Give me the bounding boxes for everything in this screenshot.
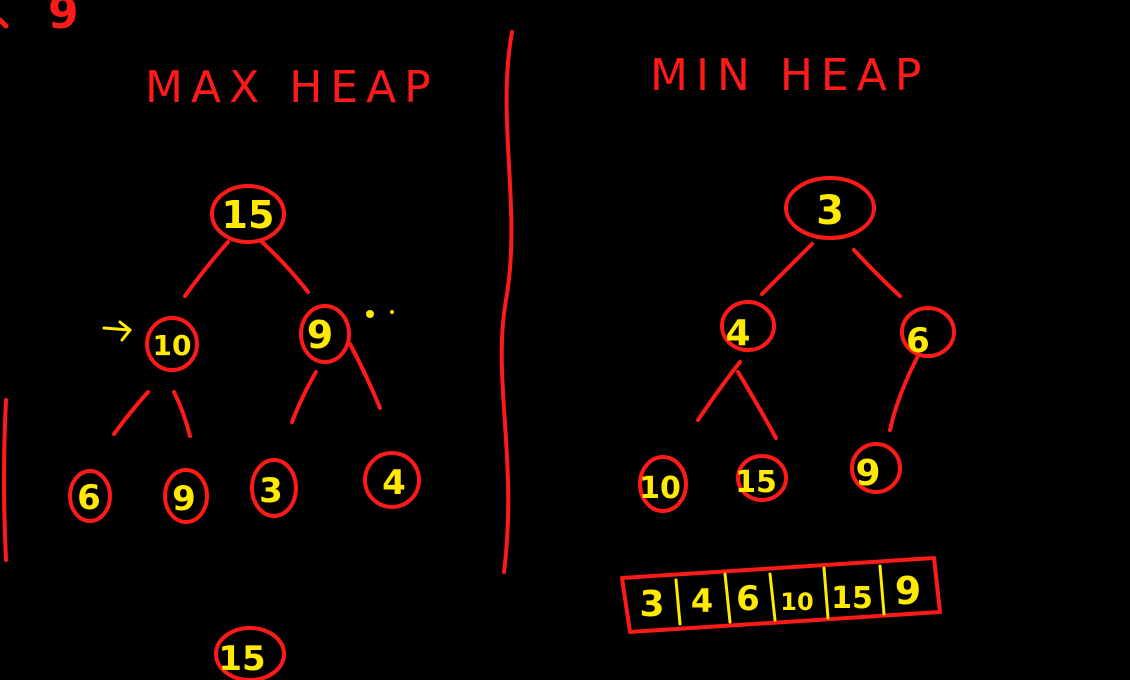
min-heap-node: 15 <box>735 454 788 502</box>
min-heap-edge <box>888 354 920 432</box>
min-heap-edges <box>696 242 920 440</box>
max-heap-edge <box>172 390 192 438</box>
max-heap-node: 15 <box>210 184 286 244</box>
left-edge-mark <box>2 398 8 562</box>
min-heap-node: 6 <box>900 306 956 361</box>
max-heap-node: 4 <box>363 451 421 509</box>
min-heap-edge <box>736 370 778 440</box>
max-heap-node-label: 4 <box>382 463 406 503</box>
max-heap-extra-node: 15 <box>214 626 286 680</box>
max-heap-title: MAX HEAP <box>145 62 439 113</box>
pointer-arrow-icon <box>102 320 132 342</box>
max-heap-edge <box>260 240 310 294</box>
max-heap-edge <box>183 240 230 298</box>
max-heap-node: 9 <box>299 304 351 364</box>
max-heap-extra-node-label: 15 <box>218 639 265 679</box>
ellipsis-dots <box>366 310 394 318</box>
divider-line <box>499 30 514 574</box>
max-heap-node: 3 <box>250 458 298 518</box>
max-heap-edge <box>348 342 382 410</box>
min-heap-edge <box>760 242 814 296</box>
max-heap-node-label: 6 <box>77 478 101 518</box>
max-heap-edge <box>112 390 150 436</box>
corner-fragment-text: 9 <box>48 0 79 39</box>
max-heap-node-label: 9 <box>172 479 196 519</box>
max-heap-node: 9 <box>163 468 209 524</box>
array-cell: 9 <box>895 569 921 613</box>
min-heap-node: 4 <box>720 300 776 354</box>
max-heap-node: 6 <box>68 469 112 523</box>
max-heap-node-label: 3 <box>259 471 283 511</box>
min-heap-array: 3 4 6 10 15 9 <box>620 556 942 634</box>
array-cell: 3 <box>639 584 664 625</box>
max-heap-node-label: 10 <box>153 329 192 362</box>
max-heap-edges <box>112 240 382 438</box>
min-heap-node-label: 3 <box>816 188 844 234</box>
max-heap-node-label: 15 <box>222 193 275 237</box>
min-heap-node: 10 <box>638 455 688 513</box>
max-heap-node-label: 9 <box>307 313 333 357</box>
array-cell: 6 <box>736 579 760 619</box>
min-heap-node: 3 <box>784 176 876 240</box>
min-heap-edge <box>852 248 902 298</box>
min-heap-node-label: 4 <box>725 313 750 354</box>
min-heap-edge <box>696 360 742 422</box>
array-cell: 10 <box>780 588 813 616</box>
max-heap-edge <box>290 370 318 424</box>
max-heap-node: 10 <box>145 316 199 372</box>
min-heap-node: 9 <box>850 442 902 494</box>
corner-fragment: 9 <box>0 0 79 39</box>
min-heap-node-label: 6 <box>906 321 930 361</box>
min-heap-node-label: 10 <box>639 471 681 506</box>
min-heap-node-label: 9 <box>855 453 880 494</box>
array-cell: 4 <box>691 582 713 620</box>
min-heap-node-label: 15 <box>735 465 777 500</box>
array-cell: 15 <box>831 581 873 616</box>
min-heap-title: MIN HEAP <box>650 50 929 101</box>
